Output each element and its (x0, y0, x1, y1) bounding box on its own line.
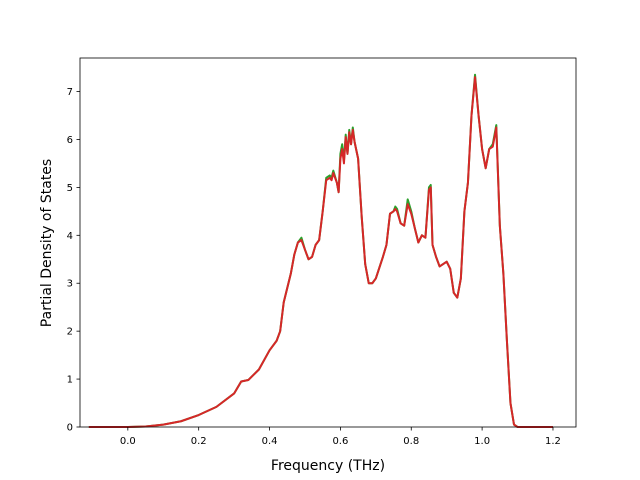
y-tick-label: 2 (67, 327, 73, 338)
y-axis-label: Partial Density of States (39, 159, 55, 327)
x-tick-label: 0.0 (120, 436, 136, 447)
y-tick-label: 6 (67, 135, 73, 146)
axes-layer: 0.0 0.2 0.4 0.6 0.8 1.0 1.2 0 1 2 3 4 5 6 7 (67, 57, 577, 447)
y-tick-label: 5 (67, 183, 73, 194)
plot-frame (79, 57, 577, 428)
y-tick-label: 7 (67, 87, 73, 98)
y-tick-label: 0 (67, 423, 73, 434)
x-tick-label: 0.8 (403, 436, 419, 447)
x-tick-label: 0.6 (332, 436, 348, 447)
x-tick-label: 1.2 (545, 436, 561, 447)
y-tick-label: 4 (67, 231, 73, 242)
x-axis-label: Frequency (THz) (271, 458, 385, 474)
y-tick-label: 1 (67, 375, 73, 386)
x-tick-label: 0.2 (191, 436, 207, 447)
x-tick-label: 1.0 (474, 436, 490, 447)
series-line-2 (88, 76, 553, 428)
y-tick-label: 3 (67, 279, 73, 290)
x-tick-label: 0.4 (262, 436, 278, 447)
series-layer (88, 73, 553, 428)
